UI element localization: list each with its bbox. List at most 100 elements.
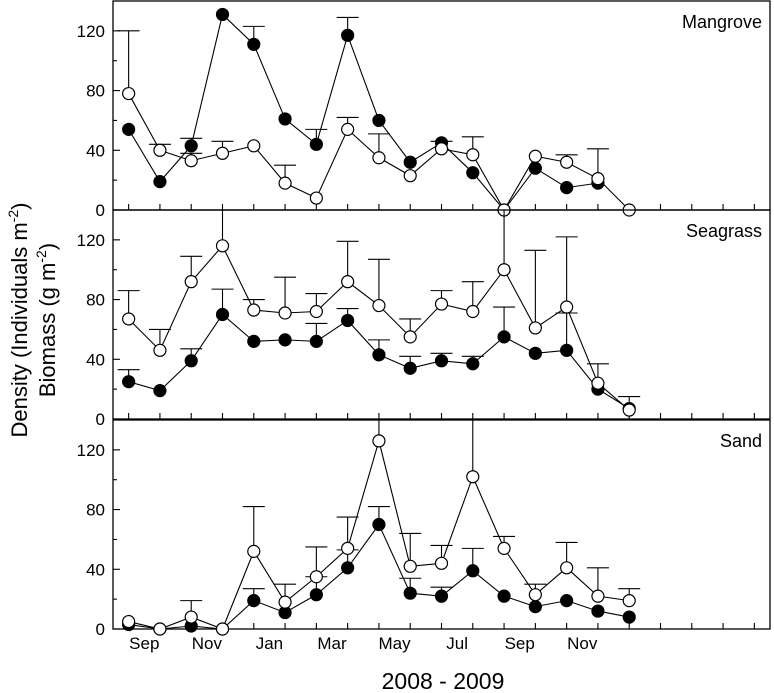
panel-seagrass: Seagrass 0 40 80 120 (77, 209, 771, 429)
data-point (372, 517, 386, 532)
data-point (341, 561, 355, 575)
data-point (497, 330, 511, 344)
x-tick-label: Nov (192, 634, 223, 653)
data-point (497, 589, 511, 603)
data-point (153, 343, 167, 357)
data-point (278, 595, 292, 609)
data-point (278, 176, 292, 190)
data-point (184, 154, 198, 168)
x-tick-label: Sep (129, 634, 159, 653)
data-point (434, 354, 449, 368)
data-point (403, 155, 417, 169)
data-point (341, 313, 355, 328)
panel-frame (112, 0, 771, 211)
series-line (128, 313, 630, 410)
data-point (591, 604, 605, 618)
data-point (309, 334, 323, 348)
x-tick-label: Jul (446, 634, 468, 653)
data-point (247, 139, 261, 153)
series-filled-circles (122, 506, 636, 636)
data-point (622, 403, 636, 417)
data-point (278, 306, 292, 320)
panel-title: Mangrove (682, 12, 762, 32)
x-tick-label: Sep (505, 634, 535, 653)
data-point (372, 151, 386, 165)
y-tick-label: 0 (96, 620, 105, 639)
data-point (309, 570, 323, 584)
data-point (528, 321, 542, 335)
data-point (278, 112, 292, 126)
data-point (403, 330, 417, 344)
data-point (184, 354, 198, 368)
data-point (466, 470, 480, 484)
series-line (128, 13, 599, 211)
series-open-circles (117, 209, 641, 417)
panel-title: Sand (720, 431, 762, 451)
data-point (528, 600, 542, 614)
series-line (128, 438, 630, 630)
data-point (434, 297, 449, 311)
data-point (184, 139, 198, 153)
panel-frame (112, 209, 771, 420)
data-point (309, 588, 323, 602)
data-point (184, 610, 198, 624)
data-point (372, 348, 386, 362)
data-point (372, 434, 386, 448)
data-point (215, 7, 230, 22)
series-filled-circles (122, 7, 605, 217)
data-point (466, 148, 480, 162)
y-tick-label: 0 (96, 201, 105, 220)
data-point (403, 586, 417, 600)
data-point (309, 191, 323, 205)
y-axis-label-biomass: Biomass (g m-2) (33, 243, 60, 397)
data-point (560, 181, 574, 195)
data-point (622, 594, 636, 608)
x-tick-label: Jan (256, 634, 283, 653)
x-tick-label: Nov (567, 634, 598, 653)
x-tick-label: May (379, 634, 412, 653)
data-point (403, 559, 417, 573)
data-point (434, 142, 449, 156)
panel-sand: Sand 0 40 80 120 (77, 419, 771, 639)
y-axis-label-density: Density (Individuals m-2) (5, 203, 32, 438)
data-point (434, 556, 449, 570)
data-point (372, 113, 386, 128)
data-point (153, 143, 167, 157)
data-point (309, 137, 323, 151)
data-point (591, 589, 605, 603)
x-axis-label: 2008 - 2009 (382, 668, 505, 693)
data-point (528, 588, 542, 602)
y-tick-label: 40 (86, 350, 105, 369)
data-point (466, 166, 480, 180)
data-point (153, 175, 167, 189)
data-point (247, 544, 261, 558)
y-tick-label: 120 (77, 22, 105, 41)
y-tick-label: 80 (86, 82, 105, 101)
data-point (184, 275, 198, 289)
data-point (341, 275, 355, 289)
data-point (153, 622, 167, 636)
y-tick-label: 120 (77, 441, 105, 460)
data-point (560, 155, 574, 169)
data-point (591, 172, 605, 186)
data-point (247, 594, 261, 608)
y-tick-label: 80 (86, 291, 105, 310)
y-tick-label: 40 (86, 560, 105, 579)
data-point (591, 376, 605, 390)
y-tick-label: 80 (86, 501, 105, 520)
data-point (372, 298, 386, 313)
data-point (122, 375, 136, 389)
x-tick-label: Mar (317, 634, 347, 653)
data-point (560, 594, 574, 608)
data-point (466, 564, 480, 578)
data-point (466, 357, 480, 371)
data-point (341, 28, 355, 42)
series-line (128, 523, 630, 630)
data-point (215, 622, 230, 636)
data-point (309, 304, 323, 319)
data-point (497, 263, 511, 277)
data-point (403, 361, 417, 375)
data-point (122, 86, 136, 101)
data-point (622, 610, 636, 624)
